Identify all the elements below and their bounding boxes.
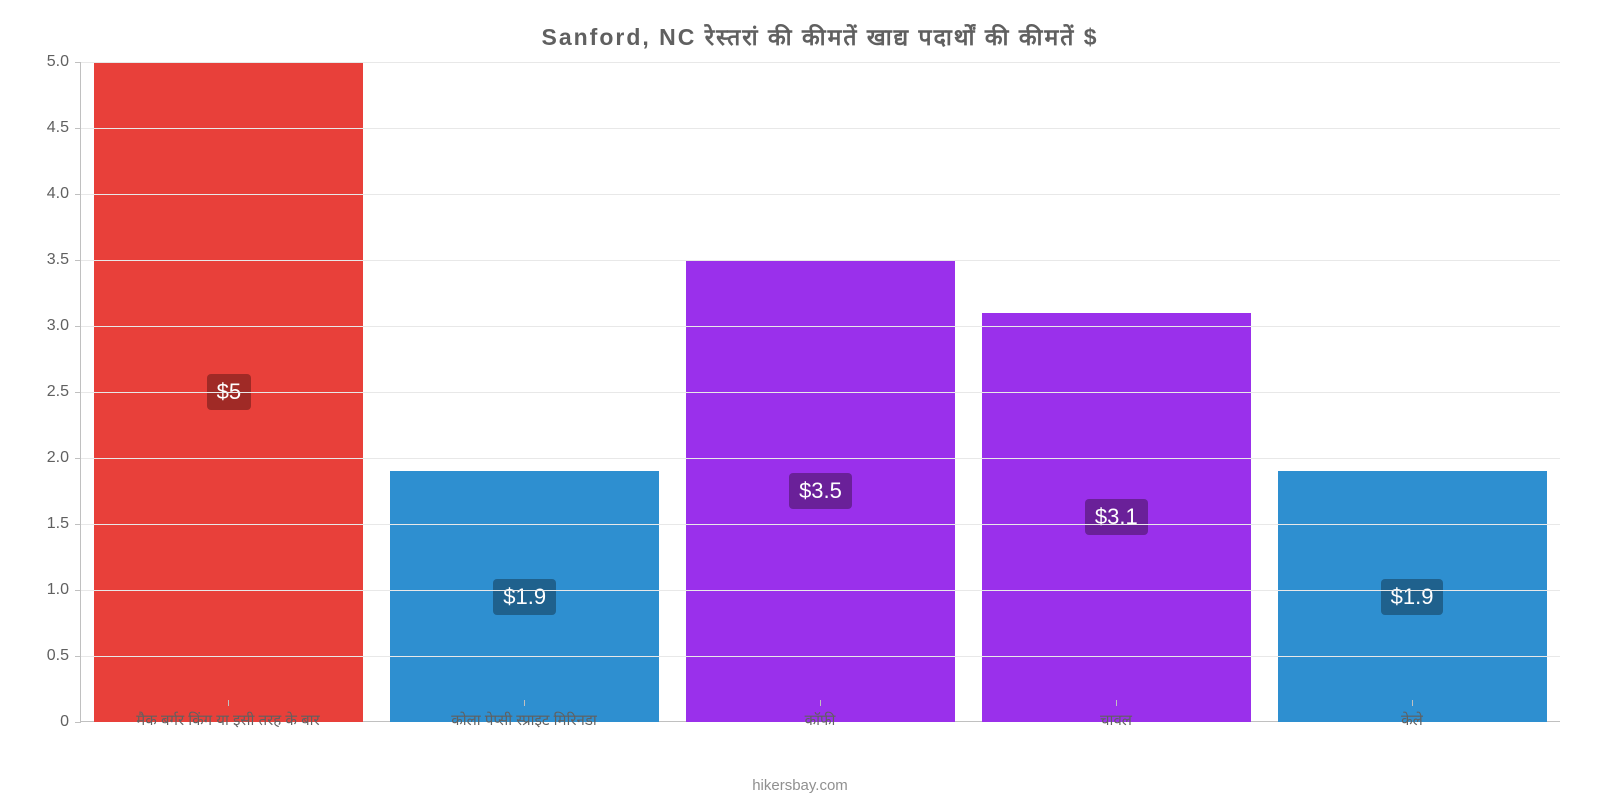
chart-bar: $1.9 xyxy=(1278,471,1547,722)
grid-line xyxy=(81,62,1560,63)
grid-line xyxy=(81,392,1560,393)
grid-line xyxy=(81,194,1560,195)
y-axis-tick xyxy=(75,128,81,129)
attribution-text: hikersbay.com xyxy=(0,777,1600,794)
price-chart: Sanford, NC रेस्तरां की कीमतें खाद्य पदा… xyxy=(0,0,1600,800)
chart-bar: $3.5 xyxy=(686,260,955,722)
bar-value-label: $1.9 xyxy=(1381,579,1444,615)
grid-line xyxy=(81,260,1560,261)
y-axis-tick xyxy=(75,194,81,195)
y-axis-tick xyxy=(75,590,81,591)
y-axis-tick xyxy=(75,326,81,327)
y-axis-tick xyxy=(75,392,81,393)
grid-line xyxy=(81,458,1560,459)
grid-line xyxy=(81,524,1560,525)
plot-area: $5$1.9$3.5$3.1$1.9 00.51.01.52.02.53.03.… xyxy=(80,62,1560,722)
x-axis-tick xyxy=(820,700,821,706)
y-axis-tick xyxy=(75,656,81,657)
x-axis-tick xyxy=(228,700,229,706)
x-axis-tick xyxy=(524,700,525,706)
x-axis-tick xyxy=(1116,700,1117,706)
chart-bar: $1.9 xyxy=(390,471,659,722)
x-axis-label: केले xyxy=(1264,700,1560,730)
y-axis-tick xyxy=(75,260,81,261)
x-axis-tick xyxy=(1412,700,1413,706)
chart-bar: $3.1 xyxy=(982,313,1251,722)
x-axis-labels: मैक बर्गर किंग या इसी तरह के बारकोला पेप… xyxy=(80,700,1560,730)
y-axis-tick xyxy=(75,62,81,63)
bar-value-label: $1.9 xyxy=(493,579,556,615)
grid-line xyxy=(81,326,1560,327)
y-axis-tick xyxy=(75,458,81,459)
grid-line xyxy=(81,590,1560,591)
x-axis-label: मैक बर्गर किंग या इसी तरह के बार xyxy=(80,700,376,730)
bar-value-label: $3.5 xyxy=(789,473,852,509)
chart-title: Sanford, NC रेस्तरां की कीमतें खाद्य पदा… xyxy=(80,20,1560,52)
x-axis-label: चावल xyxy=(968,700,1264,730)
grid-line xyxy=(81,656,1560,657)
y-axis-tick xyxy=(75,524,81,525)
bar-value-label: $3.1 xyxy=(1085,499,1148,535)
x-axis-label: कॉफी xyxy=(672,700,968,730)
grid-line xyxy=(81,128,1560,129)
x-axis-label: कोला पेप्सी स्प्राइट मिरिनडा xyxy=(376,700,672,730)
